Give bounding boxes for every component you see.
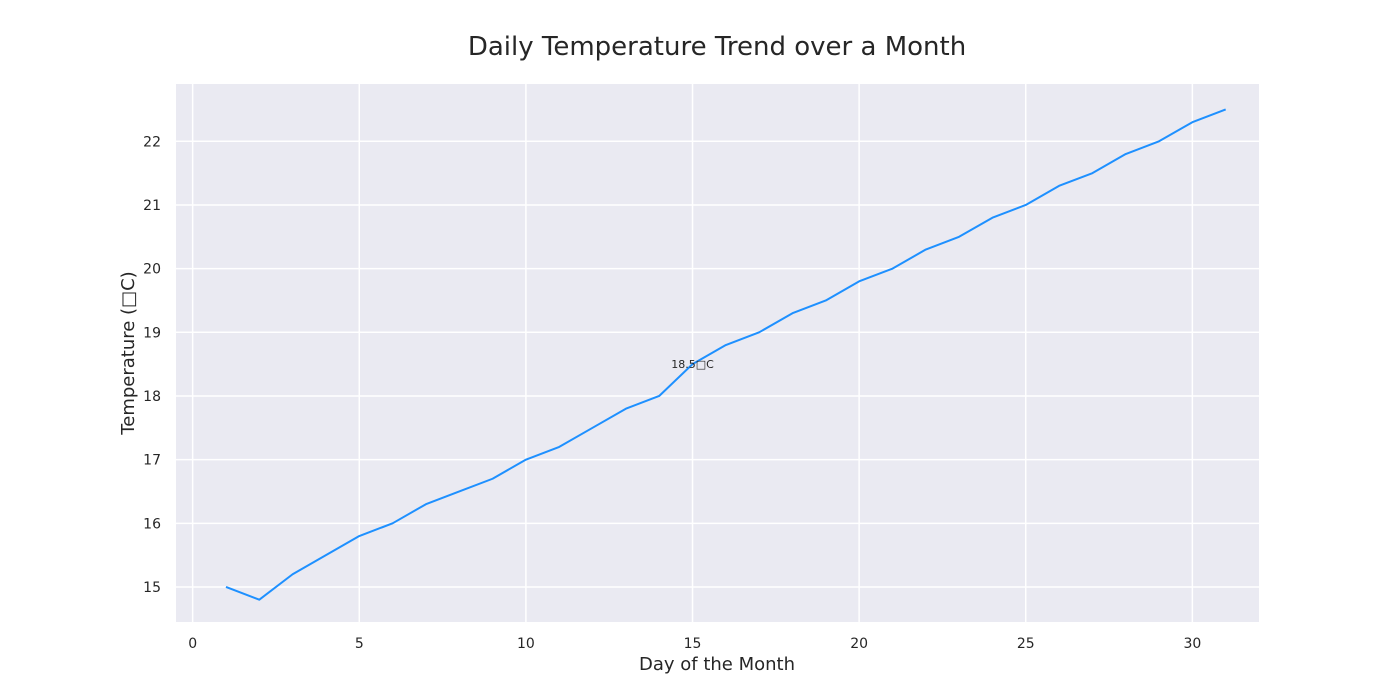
y-tick-label: 21	[143, 198, 161, 214]
annotations: 18.5□C	[671, 358, 714, 371]
x-axis-ticks: 0 5 10 15 20 25 30	[188, 636, 1201, 652]
x-tick-label: 5	[355, 636, 364, 652]
x-tick-label: 30	[1183, 636, 1201, 652]
x-tick-label: 20	[850, 636, 868, 652]
grid-lines	[176, 84, 1259, 622]
chart-title: Daily Temperature Trend over a Month	[468, 32, 966, 62]
y-axis-ticks: 15 16 17 18 19 20 21 22	[143, 134, 161, 596]
y-tick-label: 16	[143, 516, 161, 532]
y-tick-label: 20	[143, 262, 161, 278]
y-tick-label: 17	[143, 453, 161, 469]
y-tick-label: 15	[143, 580, 161, 596]
temperature-series-line	[225, 108, 1227, 601]
y-tick-label: 22	[143, 134, 161, 150]
x-tick-label: 10	[517, 636, 535, 652]
x-tick-label: 15	[684, 636, 702, 652]
y-tick-label: 18	[143, 389, 161, 405]
x-axis-label: Day of the Month	[639, 654, 795, 675]
series-layer	[225, 108, 1227, 601]
y-axis-label: Temperature (□C)	[118, 271, 139, 435]
y-tick-label: 19	[143, 325, 161, 341]
x-tick-label: 25	[1017, 636, 1035, 652]
x-tick-label: 0	[188, 636, 197, 652]
data-annotation: 18.5□C	[671, 358, 714, 371]
plot-area	[176, 84, 1259, 622]
